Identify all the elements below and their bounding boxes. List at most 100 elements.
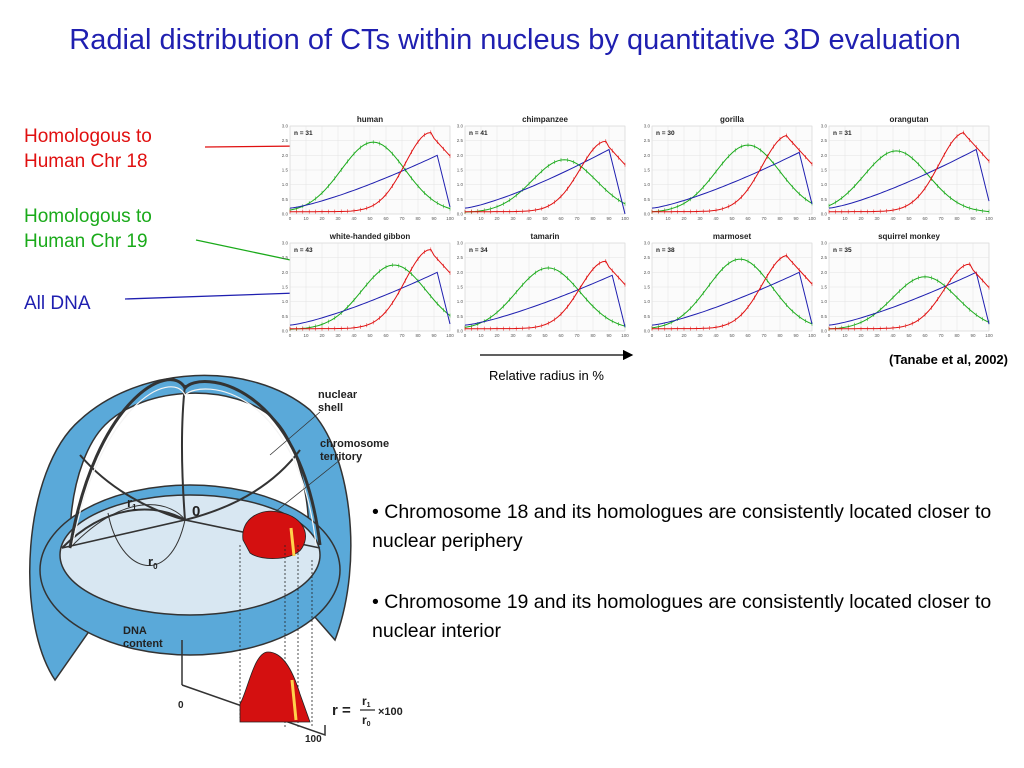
x-tick-label: 30 — [697, 216, 703, 221]
label-chr18: Homologous to Human Chr 18 — [24, 126, 152, 172]
x-tick-label: 20 — [858, 333, 864, 338]
radius-formula: r = r1 r0 ×100 — [332, 694, 403, 728]
nucleus-diagram: nuclear shell chromosome territory r1 r0 0… — [29, 374, 403, 745]
x-tick-label: 40 — [351, 216, 357, 221]
x-tick-label: 40 — [351, 333, 357, 338]
x-tick-label: 30 — [335, 216, 341, 221]
slide-title: Radial distribution of CTs within nucleu… — [69, 24, 961, 56]
panel-n: n = 43 — [294, 247, 313, 254]
x-tick-label: 100 — [808, 333, 816, 338]
panel-title: squirrel monkey — [878, 232, 940, 241]
series-line-chr18 — [652, 134, 813, 213]
x-tick-label: 100 — [621, 216, 629, 221]
svg-text:r =: r = — [332, 702, 351, 719]
x-tick-label: 20 — [319, 216, 325, 221]
y-tick-label: 0.0 — [282, 212, 289, 217]
y-tick-label: 0.5 — [821, 197, 828, 202]
panel-white-handed-gibbon: white-handed gibbon 0 10 20 30 40 50 60 70 80 90 10… — [282, 232, 455, 338]
y-tick-label: 2.0 — [821, 270, 828, 275]
panel-title: marmoset — [713, 232, 752, 241]
x-tick-label: 30 — [510, 333, 516, 338]
y-tick-label: 0.5 — [282, 197, 289, 202]
y-tick-label: 0.0 — [644, 212, 651, 217]
y-tick-label: 3.0 — [457, 124, 464, 129]
x-tick-label: 80 — [415, 216, 421, 221]
x-tick-label: 50 — [542, 333, 548, 338]
y-tick-label: 1.0 — [282, 299, 289, 304]
series-line-all_dna — [289, 271, 451, 326]
origin-label: 0 — [192, 503, 200, 520]
x-tick-label: 30 — [874, 333, 880, 338]
x-tick-label: 40 — [713, 216, 719, 221]
x-tick-label: 70 — [938, 216, 944, 221]
panel-title: white-handed gibbon — [329, 232, 411, 241]
panel-n: n = 38 — [656, 247, 675, 254]
svg-text:r0: r0 — [362, 713, 371, 728]
y-tick-label: 1.5 — [282, 168, 289, 173]
x-tick-label: 0 — [464, 333, 467, 338]
y-tick-label: 0.0 — [821, 212, 828, 217]
series-line-all_dna — [289, 154, 451, 209]
panel-human: human 0 10 20 30 40 50 60 70 80 90 100 0.0 0.5 1.0 1.5 2… — [282, 115, 455, 221]
y-tick-label: 0.0 — [821, 329, 828, 334]
x-tick-label: 60 — [745, 216, 751, 221]
series-line-chr18 — [465, 140, 626, 213]
x-tick-label: 0 — [289, 216, 292, 221]
y-tick-label: 3.0 — [457, 241, 464, 246]
x-tick-label: 60 — [558, 333, 564, 338]
x-tick-label: 30 — [510, 216, 516, 221]
x-tick-label: 10 — [842, 333, 848, 338]
series-line-chr18 — [829, 263, 990, 330]
panel-n: n = 41 — [469, 130, 488, 137]
series-line-chr19 — [651, 258, 813, 329]
y-tick-label: 2.0 — [282, 270, 289, 275]
x-tick-label: 70 — [574, 333, 580, 338]
y-tick-label: 0.5 — [821, 314, 828, 319]
y-tick-label: 3.0 — [644, 241, 651, 246]
panel-marmoset: marmoset 0 10 20 30 40 50 60 70 80 90 100 0.0 0.5 1.0 1… — [644, 232, 817, 338]
axis-zero-label: 0 — [178, 700, 184, 711]
x-tick-label: 50 — [906, 333, 912, 338]
x-tick-label: 90 — [431, 333, 437, 338]
panel-n: n = 34 — [469, 247, 488, 254]
y-tick-label: 0.0 — [644, 329, 651, 334]
r0-label: r0 — [148, 554, 158, 571]
y-tick-label: 1.0 — [644, 299, 651, 304]
y-tick-label: 1.0 — [457, 299, 464, 304]
label-chr19: Homologous to Human Chr 19 — [24, 206, 152, 252]
x-tick-label: 50 — [729, 216, 735, 221]
y-tick-label: 3.0 — [644, 124, 651, 129]
x-tick-label: 30 — [874, 216, 880, 221]
x-tick-label: 100 — [446, 333, 454, 338]
y-tick-label: 2.5 — [644, 138, 651, 143]
x-tick-label: 30 — [335, 333, 341, 338]
x-tick-label: 0 — [828, 216, 831, 221]
y-tick-label: 2.0 — [457, 270, 464, 275]
y-tick-label: 2.0 — [821, 153, 828, 158]
x-tick-label: 100 — [808, 216, 816, 221]
y-tick-label: 0.0 — [282, 329, 289, 334]
bullet-chr19: • Chromosome 19 and its homologues are c… — [372, 591, 992, 642]
series-line-all_dna — [464, 148, 626, 215]
panel-n: n = 30 — [656, 130, 675, 137]
x-tick-label: 70 — [574, 216, 580, 221]
citation: (Tanabe et al, 2002) — [889, 352, 1008, 367]
x-tick-label: 80 — [954, 333, 960, 338]
y-tick-label: 1.5 — [282, 285, 289, 290]
series-line-chr18 — [465, 260, 626, 330]
bullet-list: • Chromosome 18 and its homologues are c… — [372, 498, 1007, 678]
y-tick-label: 2.5 — [457, 255, 464, 260]
x-tick-label: 20 — [681, 216, 687, 221]
x-tick-label: 10 — [665, 333, 671, 338]
x-tick-label: 0 — [828, 333, 831, 338]
y-tick-label: 2.5 — [644, 255, 651, 260]
x-tick-label: 90 — [606, 333, 612, 338]
panel-title: human — [357, 115, 383, 124]
x-tick-label: 40 — [890, 216, 896, 221]
panel-n: n = 31 — [294, 130, 313, 137]
y-tick-label: 3.0 — [282, 241, 289, 246]
x-tick-label: 70 — [399, 216, 405, 221]
panel-n: n = 31 — [833, 130, 852, 137]
